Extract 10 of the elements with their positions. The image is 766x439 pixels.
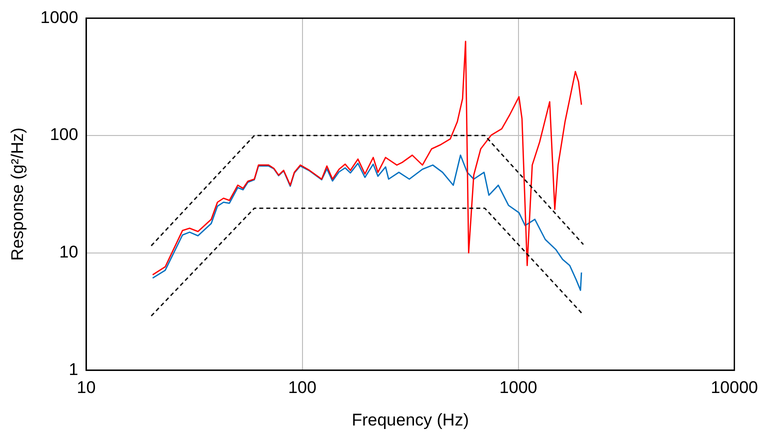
y-tick-label: 100 xyxy=(50,125,78,144)
x-tick-label: 100 xyxy=(288,378,316,398)
y-tick-label: 1 xyxy=(68,360,78,379)
y-tick-label: 10 xyxy=(59,242,78,262)
x-tick-label: 10000 xyxy=(710,378,758,398)
y-axis-title: Response (g²/Hz) xyxy=(8,128,27,261)
x-axis-title: Frequency (Hz) xyxy=(352,410,469,430)
x-tick-label: 1000 xyxy=(499,378,538,398)
y-tick-label: 1000 xyxy=(40,8,78,27)
x-tick-label: 10 xyxy=(76,378,96,398)
